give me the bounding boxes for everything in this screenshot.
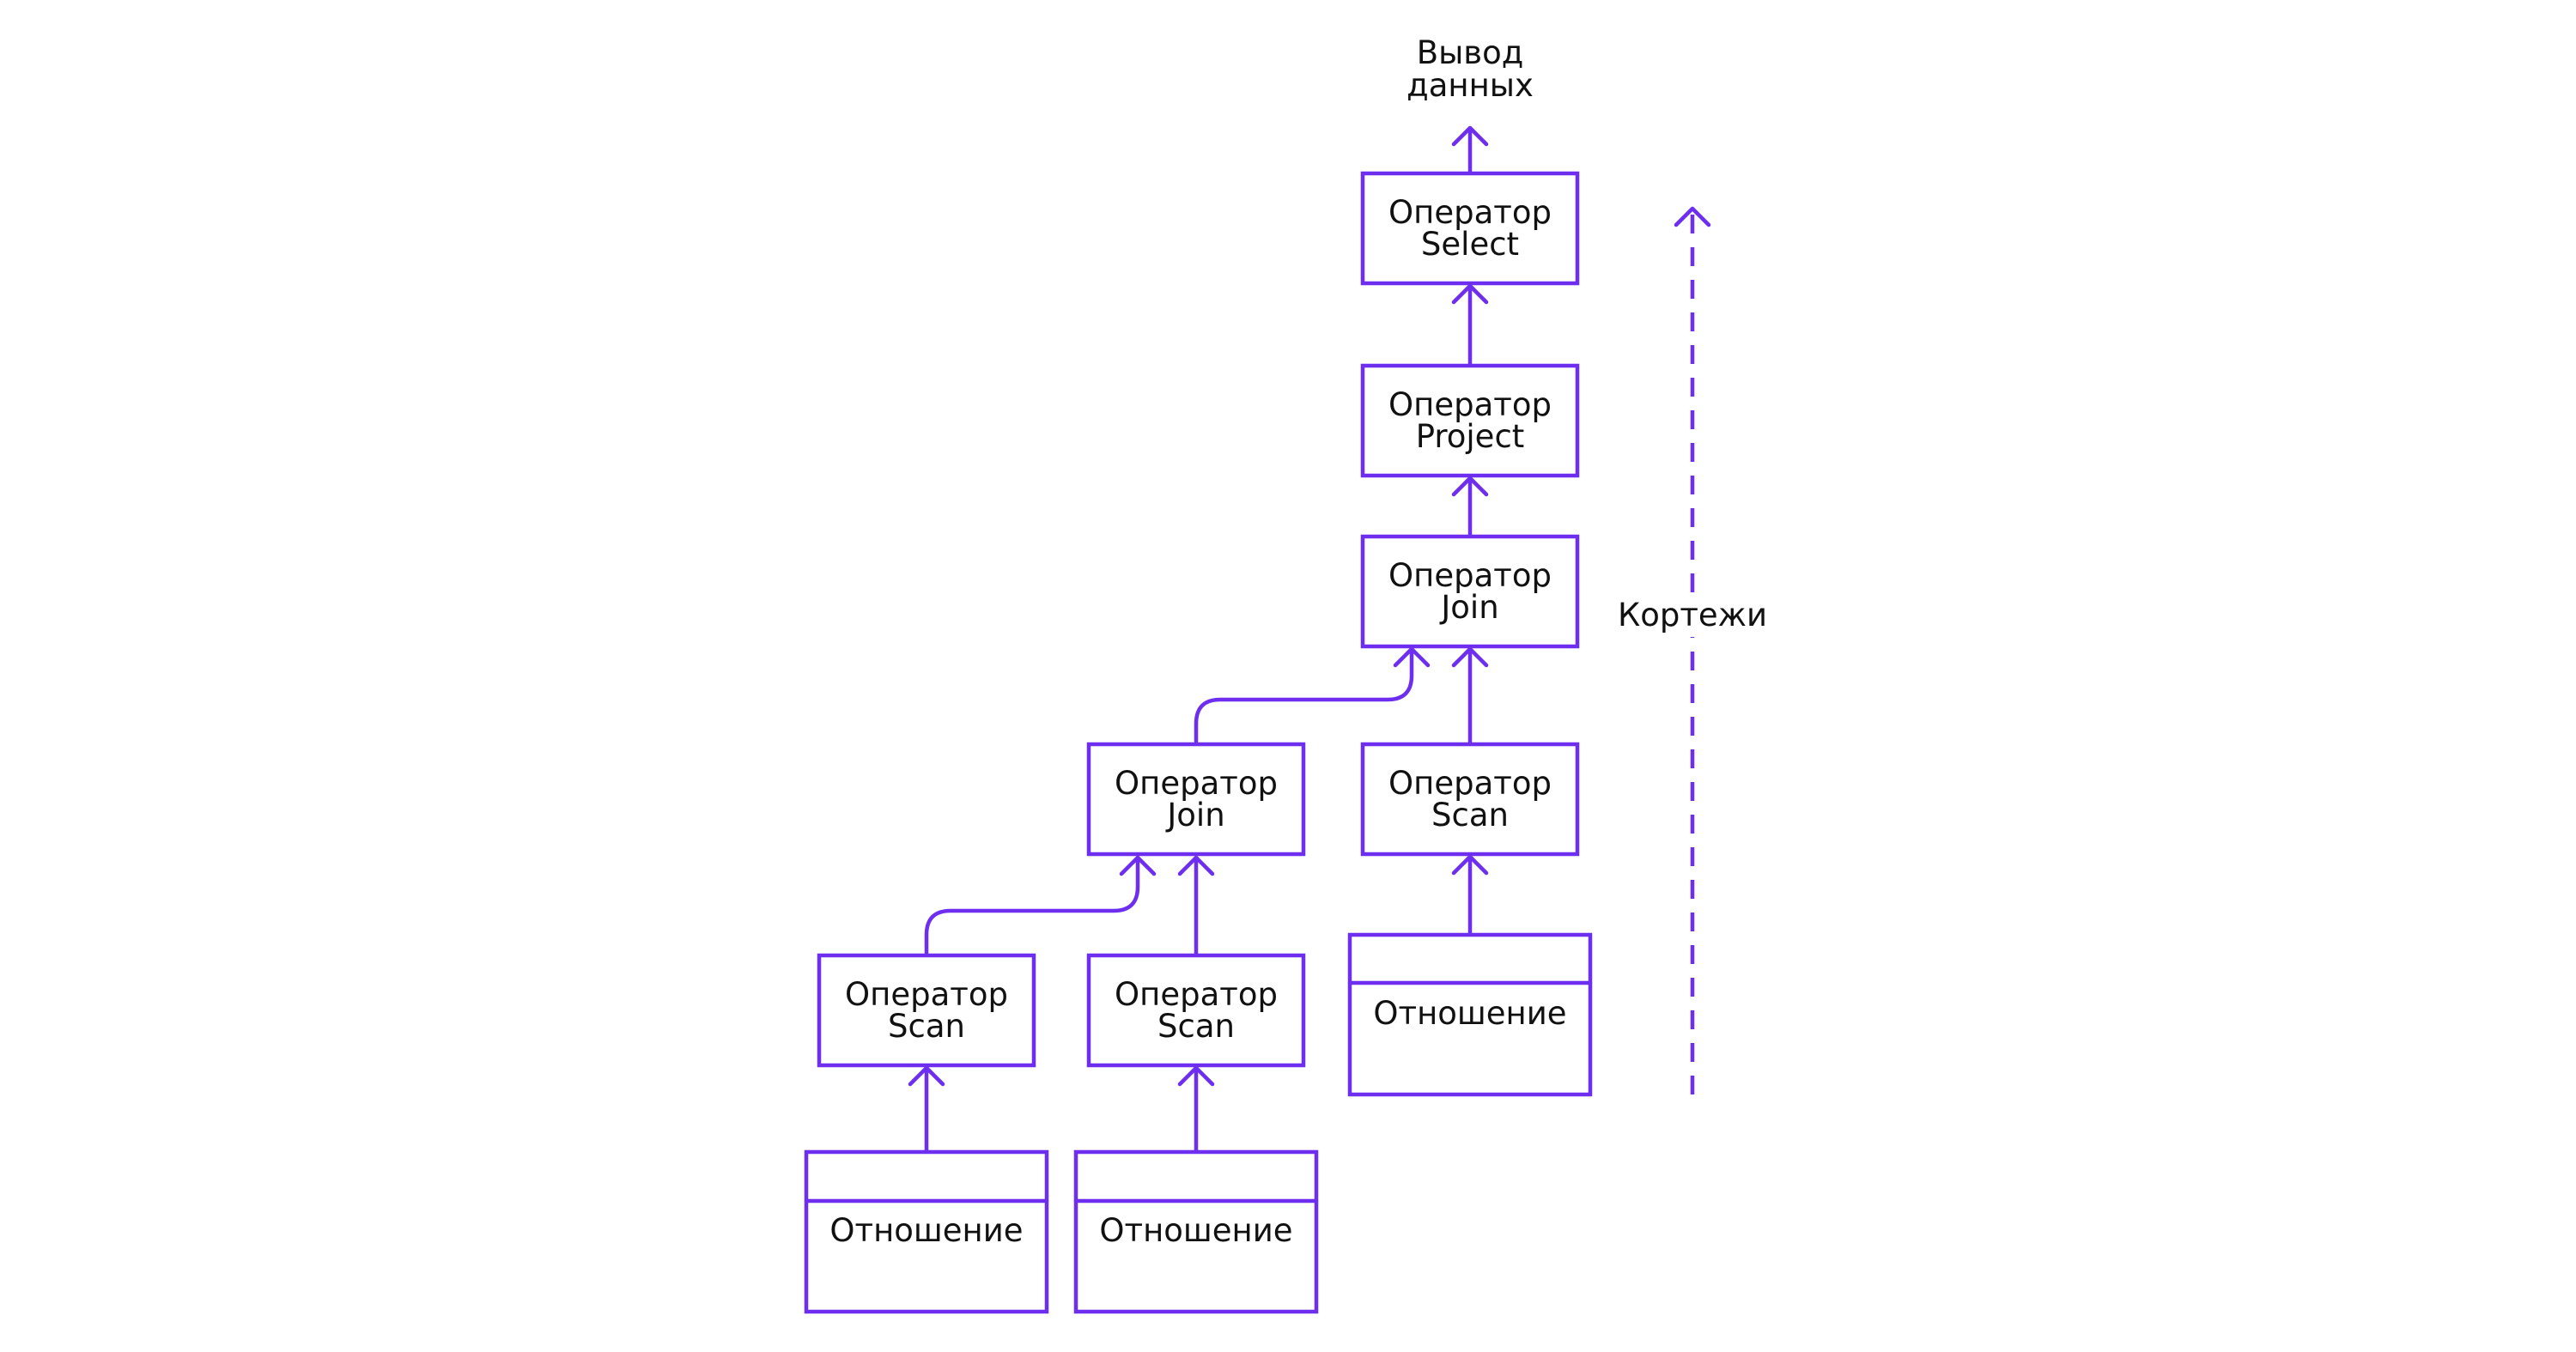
operator-join-top-box: Оператор Join bbox=[1360, 534, 1580, 649]
operator-scan-right-label-2: Scan bbox=[1431, 797, 1509, 834]
operator-select-box: Оператор Select bbox=[1360, 171, 1580, 286]
operator-scan-middle-box: Оператор Scan bbox=[1086, 953, 1306, 1068]
arrow-relation-right-to-scan-right bbox=[1451, 854, 1489, 936]
operator-scan-left-label-2: Scan bbox=[888, 1008, 965, 1045]
arrow-scan-left-to-join-mid bbox=[924, 855, 1157, 955]
operator-project-label-1: Оператор bbox=[1388, 386, 1552, 423]
operator-join-top-label-1: Оператор bbox=[1388, 557, 1552, 594]
operator-scan-left-label-1: Оператор bbox=[845, 976, 1008, 1013]
operator-project-label-2: Project bbox=[1416, 418, 1525, 455]
output-label-line2: данных bbox=[1406, 67, 1534, 104]
operator-select-label-2: Select bbox=[1421, 226, 1519, 263]
operator-join-mid-label-1: Оператор bbox=[1115, 765, 1278, 802]
arrow-scan-middle-to-join-mid bbox=[1177, 855, 1215, 956]
operator-project-box: Оператор Project bbox=[1360, 363, 1580, 478]
tuples-flow-arrow bbox=[1674, 206, 1711, 1094]
relation-left-label: Отношение bbox=[829, 1212, 1023, 1249]
operator-scan-left-box: Оператор Scan bbox=[817, 953, 1036, 1068]
operator-scan-right-box: Оператор Scan bbox=[1360, 742, 1580, 857]
arrow-relation-middle-to-scan-middle bbox=[1177, 1065, 1215, 1153]
operator-join-top-label-2: Join bbox=[1439, 589, 1498, 626]
operator-join-mid-box: Оператор Join bbox=[1086, 742, 1306, 857]
operator-scan-middle-label-1: Оператор bbox=[1115, 976, 1278, 1013]
output-label-line1: Вывод bbox=[1417, 34, 1524, 71]
relation-right-box: Отношение bbox=[1347, 932, 1593, 1097]
operator-select-label-1: Оператор bbox=[1388, 194, 1552, 231]
arrow-join-to-project bbox=[1451, 476, 1489, 537]
arrow-select-to-output bbox=[1451, 125, 1489, 174]
operator-scan-middle-label-2: Scan bbox=[1157, 1008, 1235, 1045]
tuples-label: Кортежи bbox=[1618, 597, 1767, 634]
arrow-scan-right-to-join-top bbox=[1451, 646, 1489, 746]
relation-right-label: Отношение bbox=[1373, 995, 1566, 1032]
arrow-join-mid-to-join-top bbox=[1194, 646, 1431, 744]
arrow-relation-left-to-scan-left bbox=[908, 1065, 945, 1153]
operator-join-mid-label-2: Join bbox=[1165, 797, 1224, 834]
relation-middle-label: Отношение bbox=[1099, 1212, 1292, 1249]
relation-middle-box: Отношение bbox=[1073, 1149, 1319, 1314]
operator-scan-right-label-1: Оператор bbox=[1388, 765, 1552, 802]
arrow-project-to-select bbox=[1451, 283, 1489, 367]
relation-left-box: Отношение bbox=[804, 1149, 1049, 1314]
